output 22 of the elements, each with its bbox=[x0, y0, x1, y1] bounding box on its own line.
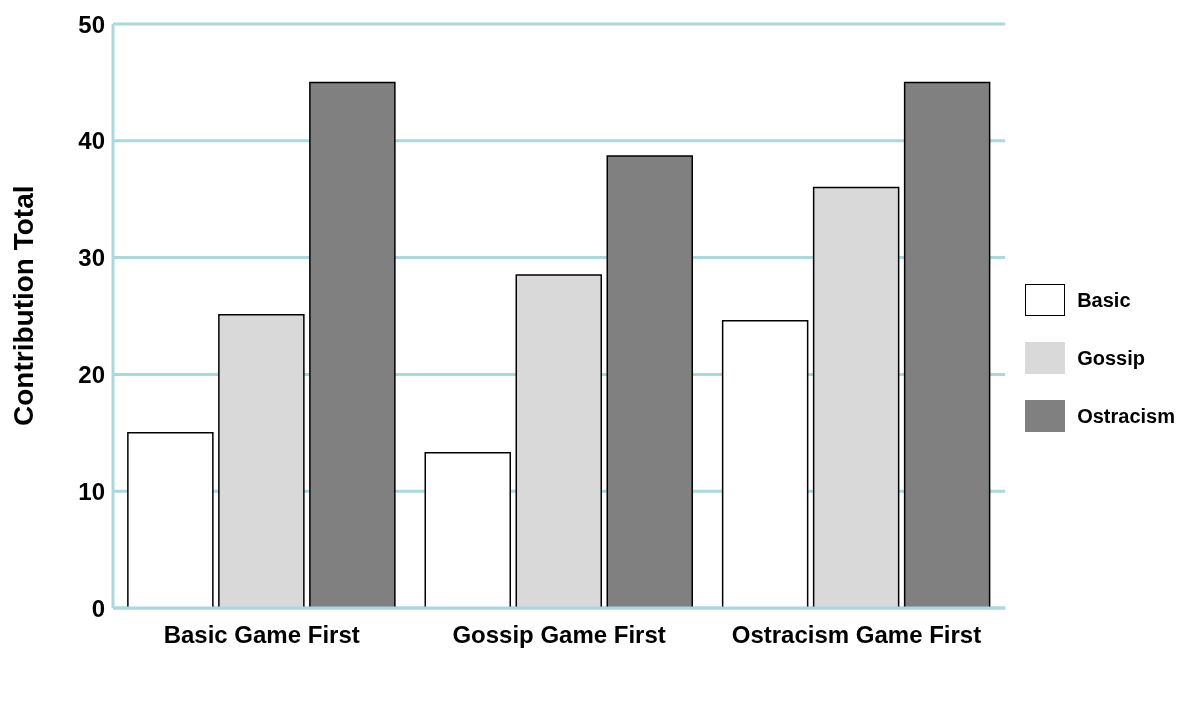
x-tick-label: Gossip Game First bbox=[452, 621, 666, 649]
y-tick-label: 40 bbox=[78, 127, 105, 155]
bar bbox=[309, 81, 396, 608]
legend-label: Ostracism bbox=[1077, 404, 1175, 428]
y-tick-label: 30 bbox=[78, 244, 105, 272]
bar bbox=[424, 451, 511, 608]
bar bbox=[903, 81, 991, 608]
legend-label: Basic bbox=[1077, 288, 1131, 312]
bar bbox=[127, 432, 214, 608]
x-tick-label: Basic Game First bbox=[163, 621, 360, 649]
y-tick-label: 50 bbox=[78, 10, 105, 38]
x-tick-label: Ostracism Game First bbox=[731, 621, 982, 649]
bar bbox=[606, 155, 693, 608]
y-tick-label: 10 bbox=[78, 477, 105, 505]
bar bbox=[812, 186, 900, 608]
bar bbox=[515, 274, 602, 608]
legend-label: Gossip bbox=[1077, 346, 1145, 370]
bar bbox=[721, 319, 809, 608]
y-axis-title: Contribution Total bbox=[7, 185, 39, 426]
y-tick-label: 20 bbox=[78, 360, 105, 388]
y-tick-label: 0 bbox=[91, 594, 105, 622]
bar bbox=[218, 314, 305, 608]
